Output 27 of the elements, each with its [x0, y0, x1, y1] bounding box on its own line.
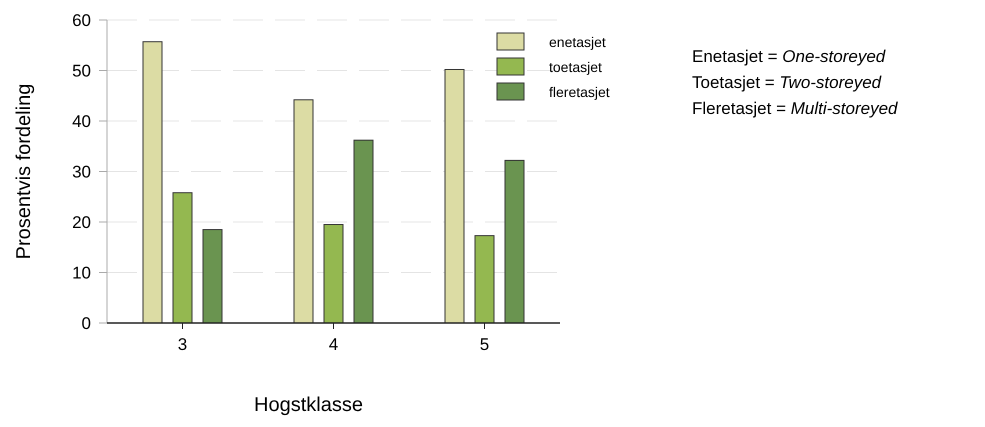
- y-tick-label: 60: [72, 10, 91, 30]
- bar: [354, 140, 374, 324]
- bar: [142, 41, 162, 324]
- y-tick-label: 10: [72, 263, 91, 282]
- x-axis-title: Hogstklasse: [254, 394, 363, 416]
- text: Enetasjet = One-storeyed: [692, 47, 886, 66]
- y-tick-label: 50: [72, 61, 91, 80]
- x-tick-label: 3: [178, 335, 188, 354]
- x-tick-label: 5: [480, 335, 490, 354]
- text: Fleretasjet = Multi-storeyed: [692, 99, 898, 118]
- bar: [172, 192, 192, 324]
- legend-label: enetasjet: [549, 34, 606, 50]
- text: Toetasjet = Two-storeyed: [692, 73, 882, 92]
- bar: [504, 160, 524, 324]
- bar: [474, 235, 494, 324]
- legend-label: toetasjet: [549, 58, 602, 75]
- y-tick-label: 30: [72, 162, 91, 182]
- bar: [324, 224, 344, 324]
- y-tick-label: 20: [72, 212, 91, 232]
- y-tick-label: 0: [82, 314, 91, 333]
- x-tick-label: 4: [328, 335, 338, 354]
- bar: [444, 68, 464, 324]
- y-axis-title: Prosentvis fordeling: [13, 84, 35, 260]
- bar: [294, 99, 314, 324]
- y-tick-label: 40: [72, 112, 91, 131]
- legend-label: fleretasjet: [549, 84, 610, 100]
- bar: [202, 229, 222, 324]
